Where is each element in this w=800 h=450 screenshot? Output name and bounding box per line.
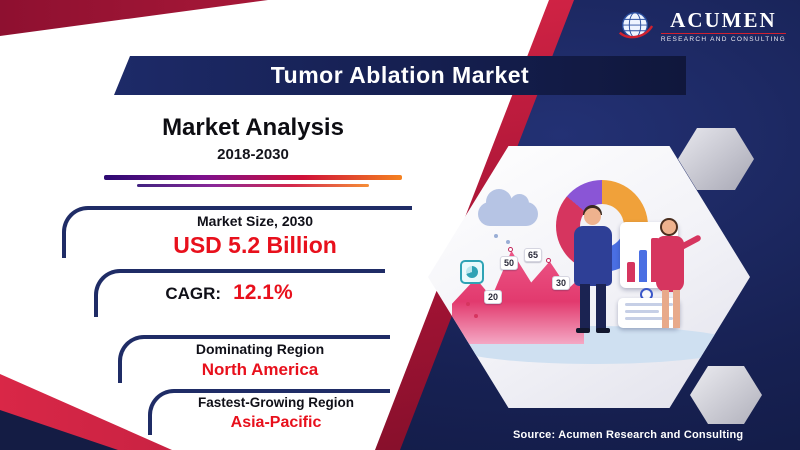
gradient-divider-line: [104, 175, 402, 180]
fastest-region-label: Fastest-Growing Region: [197, 395, 354, 410]
bracket-fastest-region: [148, 389, 390, 435]
brand-rule: [660, 32, 786, 34]
brand-name: ACUMEN: [670, 7, 777, 32]
data-label-30: 30: [552, 276, 571, 290]
woman-figure-leg: [662, 290, 669, 328]
man-figure-leg: [580, 284, 590, 330]
cloud-node-dot: [494, 234, 498, 238]
cloud-node-dot: [506, 240, 510, 244]
scatter-dot: [474, 314, 478, 318]
pie-chart-icon: [460, 260, 484, 284]
data-label-50: 50: [500, 256, 519, 270]
woman-figure-leg: [673, 290, 680, 328]
bar: [639, 250, 647, 282]
fastest-region-value: Asia-Pacific: [230, 414, 322, 431]
bracket-cagr: [94, 269, 385, 317]
bar: [627, 262, 635, 282]
woman-figure-body: [656, 236, 684, 292]
source-credit: Source: Acumen Research and Consulting: [513, 429, 744, 441]
woman-figure-head: [662, 220, 676, 234]
brand-text-block: ACUMEN RESEARCH AND CONSULTING: [660, 7, 786, 43]
chart-point-dot: [546, 258, 551, 263]
globe-icon: [618, 11, 653, 39]
chart-point-dot: [508, 247, 513, 252]
man-figure-foot: [576, 328, 590, 333]
analysis-heading: Market Analysis: [162, 114, 344, 141]
man-figure-body: [574, 226, 612, 286]
brand-tagline: RESEARCH AND CONSULTING: [660, 35, 786, 43]
market-size-value: USD 5.2 Billion: [173, 232, 337, 258]
market-size-label: Market Size, 2030: [197, 213, 313, 229]
area-chart-shape: [452, 250, 584, 344]
cagr-row: CAGR: 12.1%: [104, 281, 354, 305]
report-list-card: [618, 298, 680, 328]
cagr-label: CAGR:: [165, 284, 222, 303]
bracket-dominating-region: [118, 335, 390, 383]
man-figure-head: [584, 208, 601, 225]
man-figure-leg: [596, 284, 606, 330]
list-line: [625, 317, 673, 320]
cloud-icon: [478, 189, 538, 226]
dominating-region-label: Dominating Region: [195, 341, 325, 357]
page-title: Tumor Ablation Market: [270, 62, 530, 88]
list-line: [625, 310, 659, 313]
list-line: [625, 303, 673, 306]
analysis-period: 2018-2030: [217, 146, 289, 163]
data-label-20: 20: [484, 290, 503, 304]
data-label-65: 65: [524, 248, 543, 262]
cagr-value: 12.1%: [233, 281, 293, 304]
man-figure-foot: [596, 328, 610, 333]
title-banner: Tumor Ablation Market: [114, 56, 686, 95]
bar: [651, 238, 659, 282]
gradient-divider-line: [137, 184, 369, 187]
bracket-market-size: [62, 206, 412, 258]
small-hexagon-top: [678, 128, 754, 190]
dominating-region-value: North America: [201, 360, 319, 379]
brand-logo: ACUMEN RESEARCH AND CONSULTING: [616, 7, 786, 45]
scatter-dot: [466, 302, 470, 306]
